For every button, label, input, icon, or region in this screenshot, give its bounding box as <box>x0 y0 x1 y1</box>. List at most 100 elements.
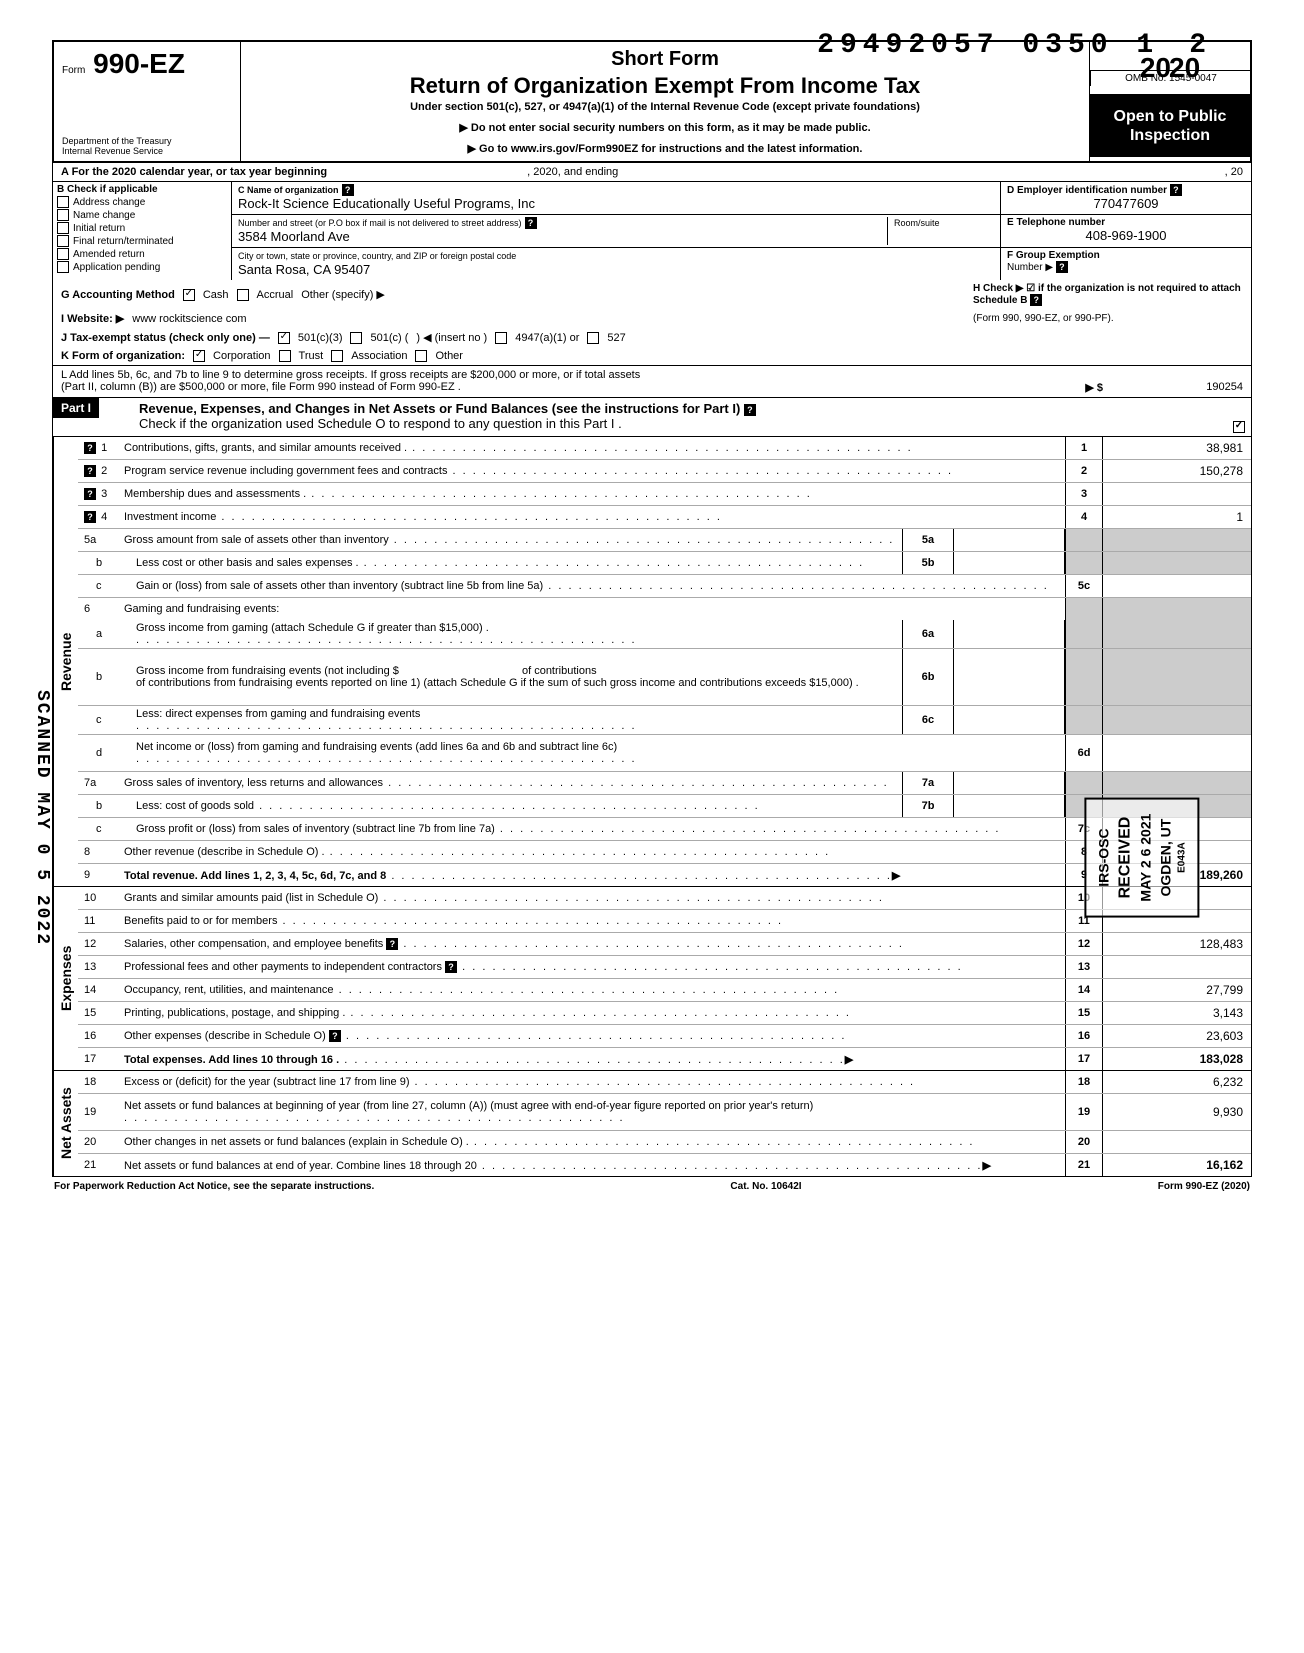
chk-pending[interactable] <box>57 261 69 273</box>
line-8-num: 8 <box>78 846 120 858</box>
chk-final-return[interactable] <box>57 235 69 247</box>
b-item-3: Final return/terminated <box>73 236 174 247</box>
b-item-2: Initial return <box>73 223 125 234</box>
help-icon[interactable]: ? <box>445 961 457 973</box>
b-item-0: Address change <box>73 197 145 208</box>
line-7a-midval <box>954 772 1065 794</box>
chk-4947[interactable] <box>495 332 507 344</box>
line-6a-rval <box>1103 620 1251 648</box>
net-assets-side-label: Net Assets <box>53 1071 78 1176</box>
form-number: 990-EZ <box>93 48 185 79</box>
line-6d-val <box>1103 735 1251 771</box>
line-7a-rval <box>1103 772 1251 794</box>
line-21-desc: Net assets or fund balances at end of ye… <box>124 1160 477 1172</box>
line-3-num: 3 <box>101 488 107 500</box>
help-icon[interactable]: ? <box>84 511 96 523</box>
org-city: Santa Rosa, CA 95407 <box>238 262 370 277</box>
line-10-desc: Grants and similar amounts paid (list in… <box>124 892 378 904</box>
help-icon[interactable]: ? <box>525 217 537 229</box>
b-item-1: Name change <box>73 210 135 221</box>
b-item-4: Amended return <box>73 249 145 260</box>
stamp-date: MAY 2 6 2021 <box>1136 814 1156 902</box>
chk-501c[interactable] <box>350 332 362 344</box>
line-6b-midval <box>954 649 1065 705</box>
part1-check: Check if the organization used Schedule … <box>139 416 622 431</box>
line-5b-rbox <box>1065 552 1103 574</box>
i-label: I Website: ▶ <box>61 312 124 325</box>
chk-schedule-o[interactable] <box>1233 421 1245 433</box>
chk-assoc[interactable] <box>331 350 343 362</box>
line-6c-midval <box>954 706 1065 734</box>
k-other: Other <box>435 350 463 362</box>
help-icon[interactable]: ? <box>1170 184 1182 196</box>
line-13-num: 13 <box>78 961 120 973</box>
line-5c-desc: Gain or (loss) from sale of assets other… <box>136 580 543 592</box>
part1-row: Part I Revenue, Expenses, and Changes in… <box>52 398 1252 437</box>
help-icon[interactable]: ? <box>84 465 96 477</box>
part1-title: Revenue, Expenses, and Changes in Net As… <box>139 401 740 416</box>
line-19-val: 9,930 <box>1103 1094 1251 1130</box>
stamp-irs: IRS-OSC <box>1094 814 1114 902</box>
line-16-val: 23,603 <box>1103 1025 1251 1047</box>
footer-right: Form 990-EZ (2020) <box>1158 1181 1250 1192</box>
footer-left: For Paperwork Reduction Act Notice, see … <box>54 1181 374 1192</box>
line-6b-midbox: 6b <box>902 649 954 705</box>
line-20-num: 20 <box>78 1136 120 1148</box>
c-street-label: Number and street (or P.O box if mail is… <box>238 218 521 228</box>
help-icon[interactable]: ? <box>342 184 354 196</box>
line-20-box: 20 <box>1065 1131 1103 1153</box>
chk-initial-return[interactable] <box>57 222 69 234</box>
chk-accrual[interactable] <box>237 289 249 301</box>
chk-501c3[interactable] <box>278 332 290 344</box>
chk-527[interactable] <box>587 332 599 344</box>
j-527: 527 <box>607 332 625 344</box>
b-title: B Check if applicable <box>57 184 227 195</box>
line-6a-midval <box>954 620 1065 648</box>
section-def: D Employer identification number ? 77047… <box>1001 182 1251 280</box>
k-assoc: Association <box>351 350 407 362</box>
line-6a-midbox: 6a <box>902 620 954 648</box>
help-icon[interactable]: ? <box>84 488 96 500</box>
chk-cash[interactable] <box>183 289 195 301</box>
chk-address-change[interactable] <box>57 196 69 208</box>
under-section: Under section 501(c), 527, or 4947(a)(1)… <box>249 101 1081 113</box>
chk-name-change[interactable] <box>57 209 69 221</box>
l-value: 190254 <box>1103 381 1243 394</box>
line-6b-desc1: Gross income from fundraising events (no… <box>136 665 399 677</box>
k-trust: Trust <box>299 350 324 362</box>
net-assets-section: Net Assets 18Excess or (deficit) for the… <box>52 1071 1252 1177</box>
help-icon[interactable]: ? <box>329 1030 341 1042</box>
help-icon[interactable]: ? <box>84 442 96 454</box>
line-2-val: 150,278 <box>1103 460 1251 482</box>
form-prefix: Form <box>62 65 85 76</box>
g-other: Other (specify) ▶ <box>301 288 385 301</box>
chk-korg-other[interactable] <box>415 350 427 362</box>
line-6c-rval <box>1103 706 1251 734</box>
help-icon[interactable]: ? <box>744 404 756 416</box>
line-2-desc: Program service revenue including govern… <box>124 465 447 477</box>
j-501c3: 501(c)(3) <box>298 332 343 344</box>
h-text2: (Form 990, 990-EZ, or 990-PF). <box>973 313 1243 324</box>
line-5a-rval <box>1103 529 1251 551</box>
line-5c-box: 5c <box>1065 575 1103 597</box>
chk-amended[interactable] <box>57 248 69 260</box>
line-6b-desc2: of contributions from fundraising events… <box>136 677 859 689</box>
line-20-desc: Other changes in net assets or fund bala… <box>124 1136 469 1148</box>
j-insert: ) ◀ (insert no ) <box>416 331 487 344</box>
chk-trust[interactable] <box>279 350 291 362</box>
line-4-val: 1 <box>1103 506 1251 528</box>
form-id-cell: Form 990-EZ Department of the Treasury I… <box>54 42 241 161</box>
expenses-side-label: Expenses <box>53 887 78 1070</box>
goto-url: ▶ Go to www.irs.gov/Form990EZ for instru… <box>249 142 1081 155</box>
line-17-val: 183,028 <box>1103 1048 1251 1070</box>
line-7a-midbox: 7a <box>902 772 954 794</box>
chk-corp[interactable] <box>193 350 205 362</box>
line-4-num: 4 <box>101 511 107 523</box>
line-5b-rval <box>1103 552 1251 574</box>
help-icon[interactable]: ? <box>386 938 398 950</box>
help-icon[interactable]: ? <box>1030 294 1042 306</box>
line-21-num: 21 <box>78 1159 120 1171</box>
help-icon[interactable]: ? <box>1056 261 1068 273</box>
c-name-label: C Name of organization <box>238 185 339 195</box>
line-6b-rbox <box>1065 649 1103 705</box>
